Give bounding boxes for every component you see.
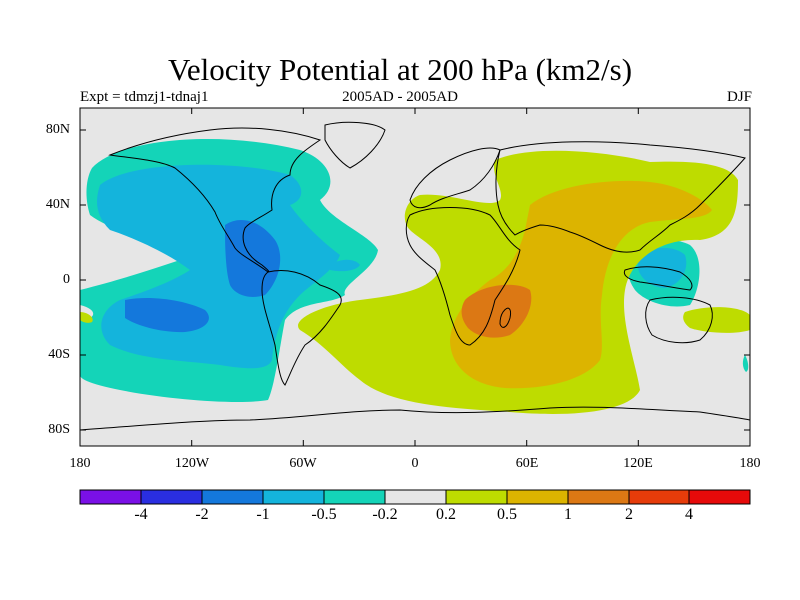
coastline-north-america — [108, 127, 322, 273]
coastline-europe — [409, 147, 501, 209]
coastline-asia — [495, 141, 746, 253]
colorbar-swatch-3 — [202, 490, 263, 504]
colorbar-label: 2 — [625, 506, 633, 523]
positive-blob-far-west — [80, 312, 93, 323]
lat-label-80n: 80N — [45, 122, 70, 137]
velocity-potential-field — [80, 108, 750, 446]
colorbar-swatch-7 — [446, 490, 507, 504]
lon-label-0: 0 — [411, 456, 419, 471]
lat-label-eq: 0 — [63, 272, 70, 287]
positive-region-mid — [450, 180, 712, 389]
coastlines — [80, 121, 750, 431]
negative-blob-far-east — [742, 355, 749, 372]
colorbar-swatch-4 — [263, 490, 324, 504]
colorbar-swatch-11 — [689, 490, 750, 504]
colorbar-label: -1 — [256, 506, 270, 523]
positive-blob-australia — [683, 307, 750, 333]
lon-label-120e: 120E — [623, 456, 653, 471]
period-label: 2005AD - 2005AD — [342, 89, 458, 105]
colorbar-swatch-1 — [80, 490, 141, 504]
season-label: DJF — [726, 89, 752, 105]
colorbar-label: 0.5 — [497, 506, 517, 523]
colorbar-swatch-2 — [141, 490, 202, 504]
map-title: Velocity Potential at 200 hPa (km2/s) — [167, 52, 633, 87]
colorbar-label: -0.5 — [311, 506, 337, 523]
colorbar-swatch-9 — [568, 490, 629, 504]
colorbar-label: -4 — [134, 506, 148, 523]
colorbar-label: -0.2 — [372, 506, 398, 523]
coastline-madagascar — [499, 307, 511, 328]
lat-label-40n: 40N — [45, 197, 70, 212]
colorbar-swatch-8 — [507, 490, 568, 504]
colorbar-label: -2 — [195, 506, 209, 523]
lat-label-80s: 80S — [48, 422, 70, 437]
colorbar-swatch-6 — [385, 490, 446, 504]
axis-ticks — [79, 108, 751, 446]
coastline-antarctica — [80, 406, 750, 431]
colorbar-label: 1 — [564, 506, 572, 523]
lat-label-40s: 40S — [48, 347, 70, 362]
colorbar-label: 0.2 — [436, 506, 456, 523]
coastline-indonesia — [623, 266, 693, 291]
colorbar-label: 4 — [685, 506, 693, 523]
coastline-south-america — [261, 270, 342, 386]
colorbar-swatch-10 — [629, 490, 689, 504]
coastline-greenland — [324, 121, 386, 169]
lon-label-60w: 60W — [289, 456, 317, 471]
negative-blob-atlantic — [330, 259, 360, 272]
lon-label-180w: 180 — [69, 456, 91, 471]
experiment-label: Expt = tdmzj1-tdnaj1 — [80, 89, 209, 105]
coastline-africa — [405, 207, 521, 346]
negative-region-strong — [125, 220, 281, 333]
coastline-australia — [645, 296, 713, 344]
colorbar-swatch-5 — [324, 490, 385, 504]
lon-label-180e: 180 — [739, 456, 761, 471]
lon-label-60e: 60E — [515, 456, 539, 471]
lon-label-120w: 120W — [174, 456, 210, 471]
colorbar — [79, 489, 751, 505]
positive-region-strong — [461, 284, 532, 338]
